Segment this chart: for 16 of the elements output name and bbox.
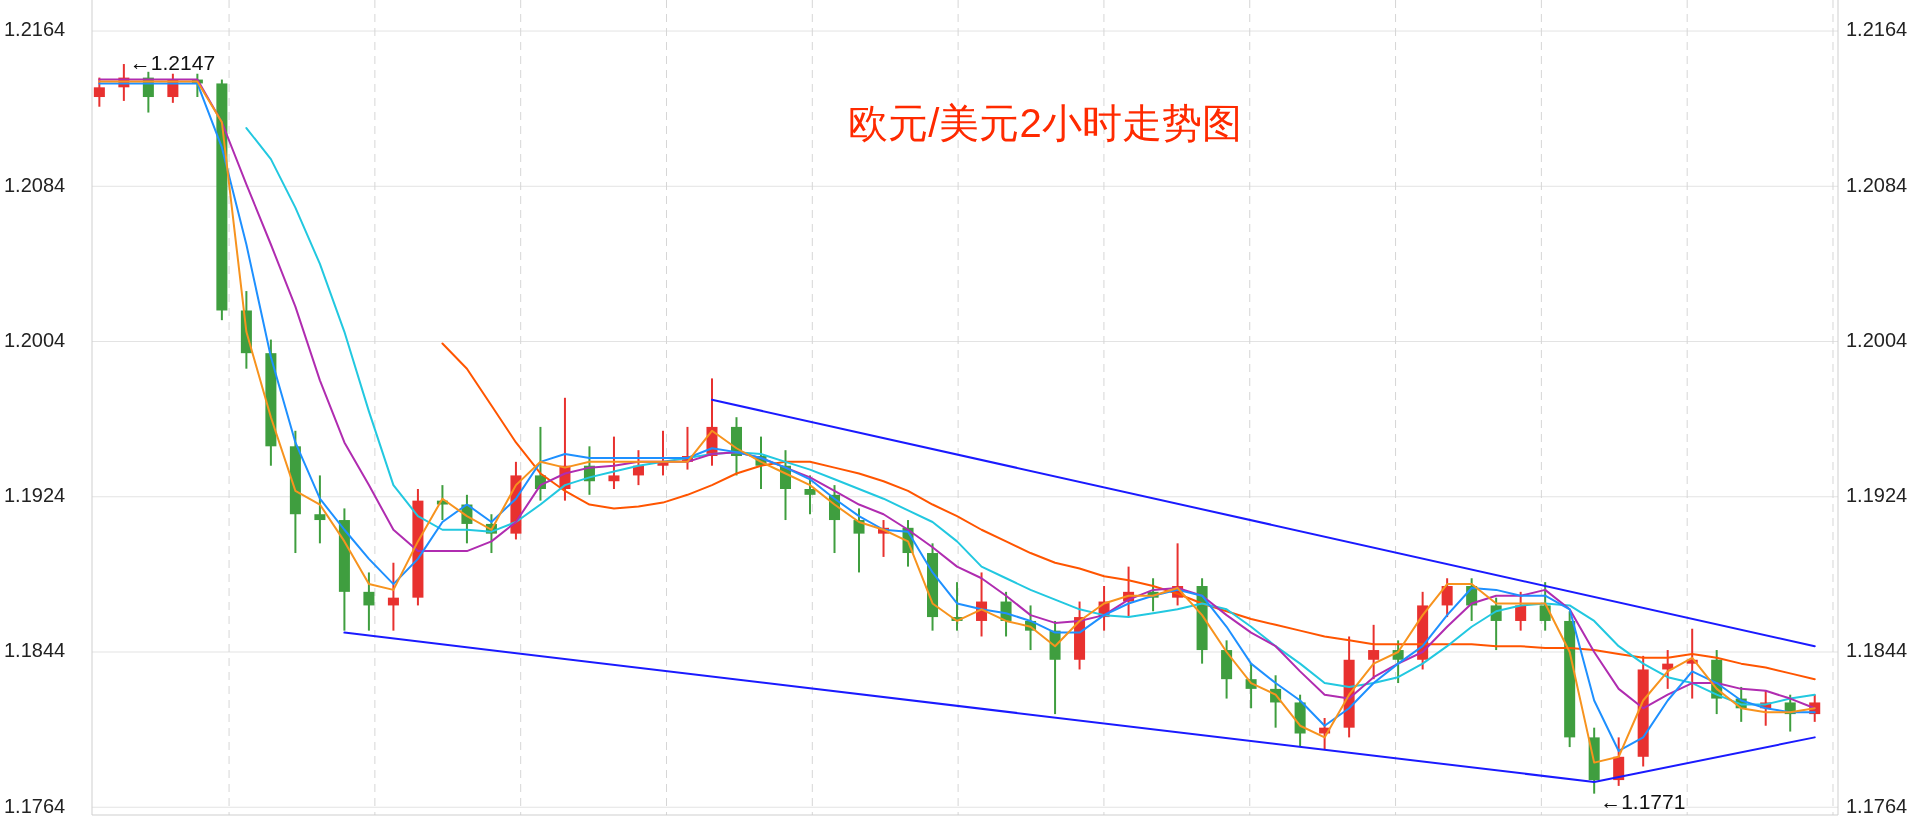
y-tick-label: 1.1924: [4, 484, 66, 507]
y2-tick-label: 1.1844: [1846, 639, 1908, 662]
annotation: ←1.1771: [1600, 790, 1686, 814]
y2-tick-label: 1.1764: [1846, 794, 1908, 817]
y-tick-label: 1.2164: [4, 18, 66, 41]
y-tick-label: 1.1764: [4, 794, 66, 817]
y2-tick-label: 1.2084: [1846, 173, 1908, 196]
y-tick-label: 1.1844: [4, 639, 66, 662]
y-tick-label: 1.2004: [4, 328, 66, 351]
text: 欧元/美元2小时走势图: [848, 101, 1242, 145]
y2-tick-label: 1.1924: [1846, 484, 1908, 507]
y2-tick-label: 1.2004: [1846, 328, 1908, 351]
line-series: [441, 342, 1816, 681]
annotation: ←1.2147: [129, 50, 216, 74]
y2-tick-label: 1.2164: [1846, 18, 1908, 41]
y-tick-label: 1.2084: [4, 173, 66, 196]
